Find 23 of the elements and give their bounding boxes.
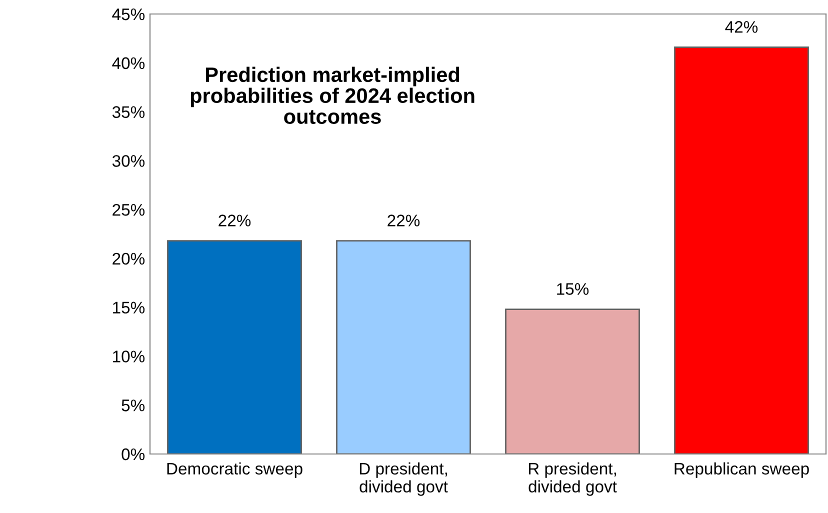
x-tick-label: R president, divided govt	[528, 462, 617, 496]
x-tick-label: D president, divided govt	[360, 462, 448, 496]
y-tick-label: 45%	[112, 8, 145, 20]
bar	[336, 240, 471, 454]
y-tick-label: 40%	[112, 57, 145, 70]
data-label: 15%	[557, 283, 589, 295]
data-label: 22%	[218, 214, 251, 226]
x-tick-label: Republican sweep	[674, 462, 809, 478]
bar	[505, 308, 640, 454]
y-tick-label: 5%	[122, 400, 145, 412]
y-tick-label: 25%	[112, 204, 145, 216]
bar	[674, 46, 809, 454]
y-tick-label: 30%	[112, 155, 145, 167]
y-tick-label: 15%	[113, 302, 145, 314]
y-tick-label: 0%	[122, 448, 145, 460]
bar	[167, 240, 302, 454]
data-label: 22%	[388, 214, 420, 226]
text: Prediction market-implied probabilities of 2024 election outcomes	[190, 66, 474, 124]
y-tick-label: 35%	[112, 106, 145, 118]
y-tick-label: 20%	[112, 252, 145, 265]
y-tick-label: 10%	[113, 350, 145, 362]
data-label: 42%	[725, 21, 758, 33]
x-tick-label: Democratic sweep	[167, 462, 302, 478]
